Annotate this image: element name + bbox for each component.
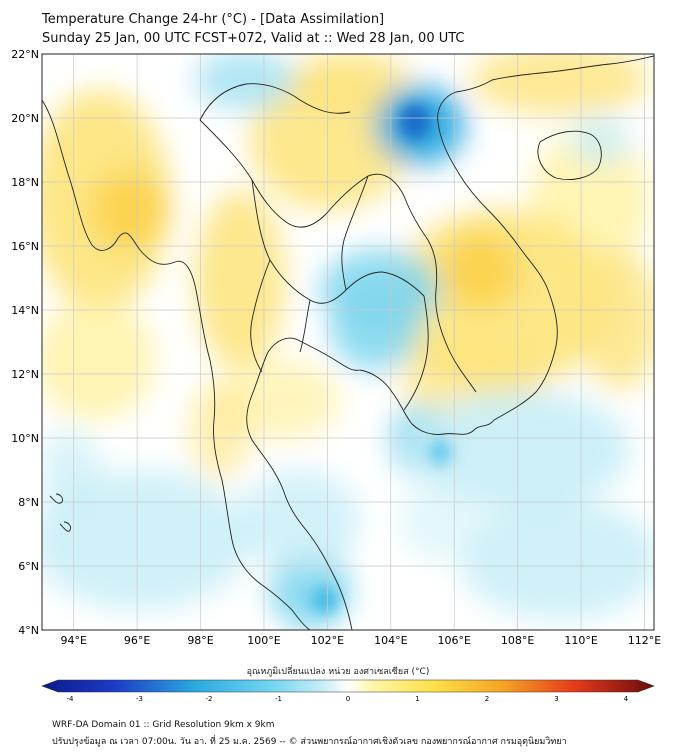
map-title: Temperature Change 24-hr (°C) - [Data As… <box>42 12 385 27</box>
longitude-labels: 94°E 96°E 98°E 100°E 102°E 104°E 106°E 108°E 110… <box>60 634 661 647</box>
lat-label: 12°N <box>11 368 39 381</box>
lon-label: 96°E <box>124 634 150 647</box>
lat-label: 14°N <box>11 304 39 317</box>
map-subtitle: Sunday 25 Jan, 00 UTC FCST+072, Valid at… <box>42 31 465 46</box>
lat-label: 16°N <box>11 240 39 253</box>
latitude-labels: 4°N 6°N 8°N 10°N 12°N 14°N 16°N 18°N 20°N 22°N <box>11 48 39 637</box>
colorbar-tick-label: 2 <box>485 695 489 703</box>
lat-label: 18°N <box>11 176 39 189</box>
colorbar-title: อุณหภูมิเปลี่ยนแปลง หน่วย องศาเซลเซียส (… <box>246 667 430 677</box>
lat-label: 8°N <box>18 496 39 509</box>
colorbar-tick-label: -4 <box>67 695 75 703</box>
plot-frame <box>41 53 655 631</box>
graticule <box>42 54 654 630</box>
lat-label: 10°N <box>11 432 39 445</box>
lat-label: 22°N <box>11 48 39 61</box>
footer-credit: ปรับปรุงข้อมูล ณ เวลา 07:00น. วัน อา. ที… <box>52 737 567 747</box>
colorbar-tick-label: 4 <box>624 695 629 703</box>
colorbar-tick-label: -1 <box>275 695 282 703</box>
lon-label: 102°E <box>311 634 344 647</box>
colorbar-tick-label: 1 <box>415 695 419 703</box>
lat-label: 4°N <box>18 624 39 637</box>
footer-domain-info: WRF-DA Domain 01 :: Grid Resolution 9km … <box>52 720 275 730</box>
colorbar-tick-label: -2 <box>206 695 213 703</box>
colorbar-tick-label: 3 <box>554 695 558 703</box>
colorbar: -4 -3 -2 -1 0 1 2 3 4 <box>41 679 655 703</box>
colorbar-tick-label: -3 <box>136 695 143 703</box>
lat-label: 6°N <box>18 560 39 573</box>
lon-label: 108°E <box>501 634 534 647</box>
colorbar-tick-label: 0 <box>346 695 350 703</box>
coastline-layer <box>42 55 654 630</box>
lon-label: 100°E <box>247 634 280 647</box>
lon-label: 106°E <box>438 634 471 647</box>
lon-label: 104°E <box>374 634 407 647</box>
lon-label: 110°E <box>564 634 597 647</box>
lat-label: 20°N <box>11 112 39 125</box>
lon-label: 94°E <box>60 634 86 647</box>
lon-label: 98°E <box>187 634 213 647</box>
lon-label: 112°E <box>628 634 661 647</box>
temperature-field <box>42 54 654 630</box>
